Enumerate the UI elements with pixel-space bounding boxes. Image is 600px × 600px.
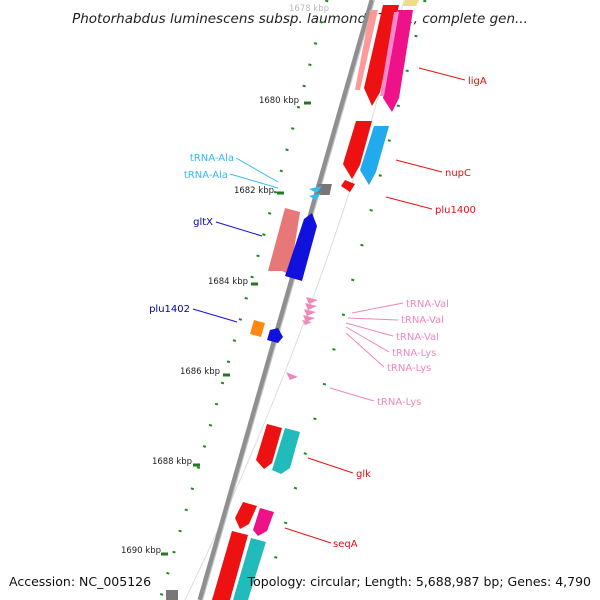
gene-nupC-small-red[interactable] (341, 180, 355, 192)
gene-bottom-grey[interactable] (166, 590, 178, 600)
genome-backbone (197, 0, 375, 600)
gene-plu1402-blue[interactable] (267, 328, 283, 343)
label-trna-ala-1[interactable]: tRNA-Ala (190, 153, 234, 164)
gene-ligA-red[interactable] (364, 5, 399, 106)
label-trna-val-1[interactable]: tRNA-Val (406, 299, 449, 310)
gene-gltX-blue[interactable] (285, 213, 317, 281)
kbp-label-1680: 1680 kbp (259, 96, 299, 106)
trna-ala-marker-2[interactable] (309, 193, 321, 200)
label-trna-val-3[interactable]: tRNA-Val (396, 332, 439, 343)
kbp-label-1686: 1686 kbp (180, 367, 220, 377)
label-trna-ala-2[interactable]: tRNA-Ala (184, 170, 228, 181)
label-trna-lys-3[interactable]: tRNA-Lys (377, 397, 421, 408)
gene-pink-ligA-shade (380, 12, 399, 96)
gene-pink-ligA[interactable] (383, 10, 413, 112)
gene-glk-red[interactable] (256, 424, 282, 469)
label-glk[interactable]: glk (356, 469, 371, 480)
gene-glk-teal[interactable] (272, 428, 300, 474)
label-gltX[interactable]: gltX (193, 217, 213, 228)
gene-nupC-cyan[interactable] (360, 126, 389, 185)
gene-seqA-pink[interactable] (253, 508, 274, 536)
accession-text: Accession: NC_005126 (9, 574, 151, 589)
kbp-label-1682: 1682 kbp (234, 186, 274, 196)
trna-val-lys-markers[interactable] (286, 297, 318, 380)
kbp-ticks (161, 101, 311, 556)
map-title: Photorhabdus luminescens subsp. laumondi… (72, 11, 528, 27)
gene-seqA-red[interactable] (235, 502, 257, 529)
gene-nupC-red[interactable] (343, 121, 372, 179)
gene-top-yellow[interactable] (403, 0, 419, 6)
label-trna-val-2[interactable]: tRNA-Val (401, 315, 444, 326)
kbp-label-1690: 1690 kbp (121, 546, 161, 556)
label-plu1400[interactable]: plu1400 (435, 205, 476, 216)
genome-info-text: Topology: circular; Length: 5,688,987 bp… (247, 574, 591, 589)
gene-bottom-red[interactable] (212, 531, 248, 600)
trna-lys-marker-3 (286, 372, 298, 380)
gene-plu1402-orange[interactable] (250, 320, 265, 337)
gene-ligA-red-shade (355, 10, 378, 90)
label-ligA[interactable]: ligA (468, 76, 487, 87)
label-nupC[interactable]: nupC (445, 168, 471, 179)
label-trna-lys-2[interactable]: tRNA-Lys (387, 363, 431, 374)
kbp-label-1688: 1688 kbp (152, 457, 192, 467)
trna-ala-marker-1[interactable] (309, 186, 322, 193)
label-seqA[interactable]: seqA (333, 539, 358, 550)
genome-backbone-highlight (201, 0, 376, 600)
kbp-label-1684: 1684 kbp (208, 277, 248, 287)
gene-bottom-teal[interactable] (233, 538, 266, 600)
label-trna-lys-1[interactable]: tRNA-Lys (392, 348, 436, 359)
label-plu1402[interactable]: plu1402 (149, 304, 190, 315)
kbp-label-1678: 1678 kbp (289, 4, 329, 14)
